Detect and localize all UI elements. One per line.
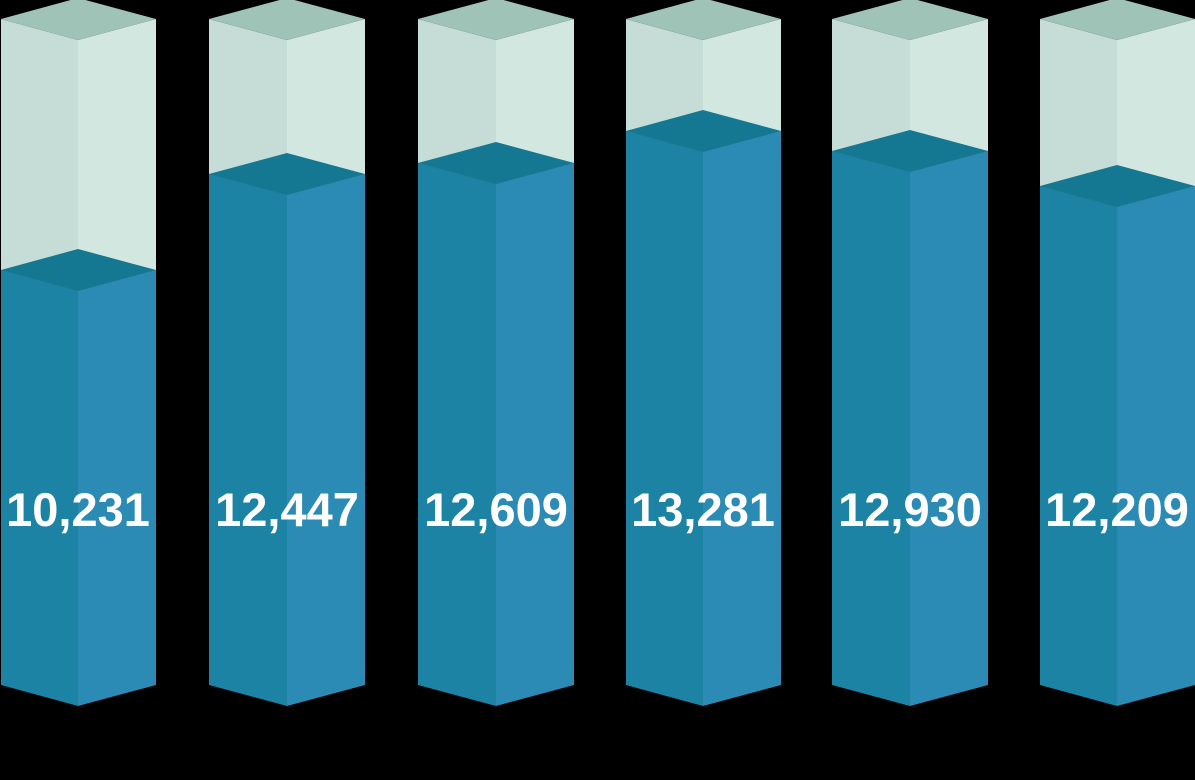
bar-fill-right-face (703, 131, 781, 706)
bar-fill-left-face (209, 174, 287, 706)
bar-value-label: 12,930 (838, 483, 982, 536)
bar-value-label: 12,447 (215, 483, 359, 536)
bar-4 (626, 0, 781, 706)
bar-2 (209, 0, 365, 706)
bar-fill-right-face (1117, 186, 1195, 706)
bar-fill-left-face (626, 131, 703, 706)
bar-top-cap (626, 0, 781, 40)
bar-fill-top-surface (1, 249, 156, 291)
bar-empty-right-face (287, 19, 365, 195)
bar-empty-left-face (418, 19, 496, 184)
bar-fill-top-surface (626, 110, 781, 152)
bar-value-label: 10,231 (6, 483, 150, 536)
bar-top-cap (1040, 0, 1195, 40)
bar-fill-right-face (287, 174, 365, 706)
bar-top-cap (1, 0, 156, 40)
bar-fill-left-face (418, 163, 496, 706)
bar-empty-left-face (209, 19, 287, 195)
bar-top-cap (832, 0, 988, 40)
bar-empty-left-face (832, 19, 910, 172)
bar-top-cap (209, 0, 365, 40)
bar-5 (832, 0, 988, 706)
bar-fill-right-face (78, 270, 156, 706)
bar-top-cap (418, 0, 574, 40)
bar-fill-top-surface (418, 142, 574, 184)
bar-empty-right-face (910, 19, 988, 172)
bar-empty-right-face (78, 19, 156, 291)
bar-fill-left-face (1, 270, 78, 706)
bar-empty-left-face (1, 19, 78, 291)
bar-fill-right-face (910, 151, 988, 706)
bar-6 (1040, 0, 1195, 706)
bar-value-label: 12,209 (1045, 483, 1189, 536)
bar-empty-right-face (496, 19, 574, 184)
bar-value-label: 12,609 (424, 483, 568, 536)
bar-fill-left-face (1040, 186, 1117, 706)
bar-value-label: 13,281 (631, 483, 775, 536)
bar-3 (418, 0, 574, 706)
bar-fill-left-face (832, 151, 910, 706)
bar-fill-top-surface (1040, 165, 1195, 207)
bar-fill-right-face (496, 163, 574, 706)
bar-1 (1, 0, 156, 706)
bar-fill-top-surface (209, 153, 365, 195)
bar-fill-top-surface (832, 130, 988, 172)
bar-empty-left-face (1040, 19, 1117, 207)
bar-empty-right-face (1117, 19, 1195, 207)
